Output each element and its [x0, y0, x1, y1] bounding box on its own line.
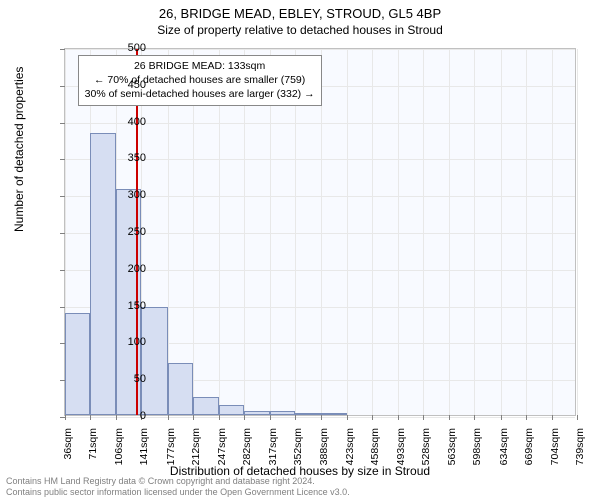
y-tick-label: 100	[6, 336, 146, 348]
gridline-v	[526, 49, 527, 415]
y-tick-label: 300	[6, 189, 146, 201]
x-tick-label: 212sqm	[190, 428, 202, 465]
x-tick-label: 106sqm	[113, 428, 125, 465]
histogram-bar	[244, 411, 269, 415]
x-tick-mark	[372, 415, 373, 420]
x-tick-label: 458sqm	[369, 428, 381, 465]
gridline-v	[501, 49, 502, 415]
chart-title-sub: Size of property relative to detached ho…	[0, 21, 600, 37]
x-tick-label: 36sqm	[62, 428, 74, 460]
gridline-v	[398, 49, 399, 415]
x-tick-label: 598sqm	[471, 428, 483, 465]
x-tick-mark	[321, 415, 322, 420]
histogram-bar	[321, 413, 346, 415]
y-tick-label: 350	[6, 152, 146, 164]
x-tick-label: 493sqm	[395, 428, 407, 465]
histogram-bar	[219, 405, 244, 415]
x-tick-label: 352sqm	[292, 428, 304, 465]
x-tick-label: 563sqm	[446, 428, 458, 465]
y-tick-label: 50	[6, 373, 146, 385]
x-tick-label: 739sqm	[574, 428, 586, 465]
y-axis-label: Number of detached properties	[12, 67, 26, 232]
x-tick-label: 71sqm	[87, 428, 99, 460]
histogram-bar	[295, 413, 321, 415]
gridline-v	[577, 49, 578, 415]
x-tick-mark	[423, 415, 424, 420]
gridline-v	[449, 49, 450, 415]
x-tick-mark	[295, 415, 296, 420]
x-tick-label: 177sqm	[165, 428, 177, 465]
gridline-v	[474, 49, 475, 415]
histogram-bar	[168, 363, 193, 415]
x-tick-mark	[398, 415, 399, 420]
x-tick-label: 282sqm	[241, 428, 253, 465]
chart-title-main: 26, BRIDGE MEAD, EBLEY, STROUD, GL5 4BP	[0, 0, 600, 21]
x-tick-label: 634sqm	[498, 428, 510, 465]
footer-line: Contains public sector information licen…	[6, 487, 350, 498]
x-tick-mark	[270, 415, 271, 420]
y-tick-label: 0	[6, 410, 146, 422]
x-tick-mark	[449, 415, 450, 420]
x-tick-label: 317sqm	[267, 428, 279, 465]
gridline-v	[347, 49, 348, 415]
y-tick-label: 450	[6, 79, 146, 91]
histogram-bar	[65, 313, 90, 415]
x-tick-mark	[501, 415, 502, 420]
histogram-bar	[141, 307, 167, 415]
x-tick-mark	[219, 415, 220, 420]
x-tick-label: 704sqm	[549, 428, 561, 465]
gridline-v	[423, 49, 424, 415]
x-tick-mark	[347, 415, 348, 420]
y-tick-label: 250	[6, 226, 146, 238]
footer-line: Contains HM Land Registry data © Crown c…	[6, 476, 350, 487]
footer-attribution: Contains HM Land Registry data © Crown c…	[6, 476, 350, 498]
y-tick-label: 400	[6, 116, 146, 128]
x-tick-mark	[193, 415, 194, 420]
x-tick-label: 528sqm	[420, 428, 432, 465]
x-tick-label: 669sqm	[523, 428, 535, 465]
x-tick-label: 141sqm	[138, 428, 150, 465]
histogram-bar	[193, 397, 218, 415]
x-tick-mark	[552, 415, 553, 420]
x-tick-label: 388sqm	[318, 428, 330, 465]
x-tick-mark	[244, 415, 245, 420]
annotation-line: 26 BRIDGE MEAD: 133sqm	[85, 59, 315, 73]
x-tick-label: 247sqm	[216, 428, 228, 465]
gridline-v	[552, 49, 553, 415]
x-tick-label: 423sqm	[344, 428, 356, 465]
x-tick-mark	[474, 415, 475, 420]
gridline-v	[372, 49, 373, 415]
y-tick-label: 150	[6, 300, 146, 312]
y-tick-label: 500	[6, 42, 146, 54]
x-tick-mark	[168, 415, 169, 420]
x-tick-mark	[577, 415, 578, 420]
histogram-bar	[270, 411, 295, 415]
x-tick-mark	[526, 415, 527, 420]
y-tick-label: 200	[6, 263, 146, 275]
